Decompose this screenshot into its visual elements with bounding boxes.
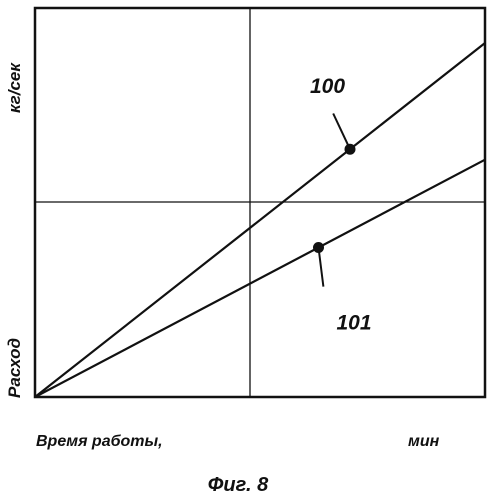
leader-line-101 <box>317 247 325 287</box>
series-label-100: 100 <box>310 75 345 98</box>
series-marker-101 <box>313 242 324 254</box>
figure-caption: Фиг. 8 <box>208 474 269 496</box>
series-line-100 <box>34 42 486 398</box>
series-layer: 100 101 <box>34 42 486 398</box>
y-unit-label: кг/сек <box>5 62 24 113</box>
x-unit-label: мин <box>408 433 440 450</box>
leader-line-100 <box>332 113 351 150</box>
series-label-101: 101 <box>337 312 372 335</box>
x-axis-label: Время работы, <box>36 433 163 450</box>
series-line-101 <box>34 158 486 398</box>
y-axis-label: Расход <box>5 338 24 398</box>
series-marker-100 <box>344 143 356 155</box>
